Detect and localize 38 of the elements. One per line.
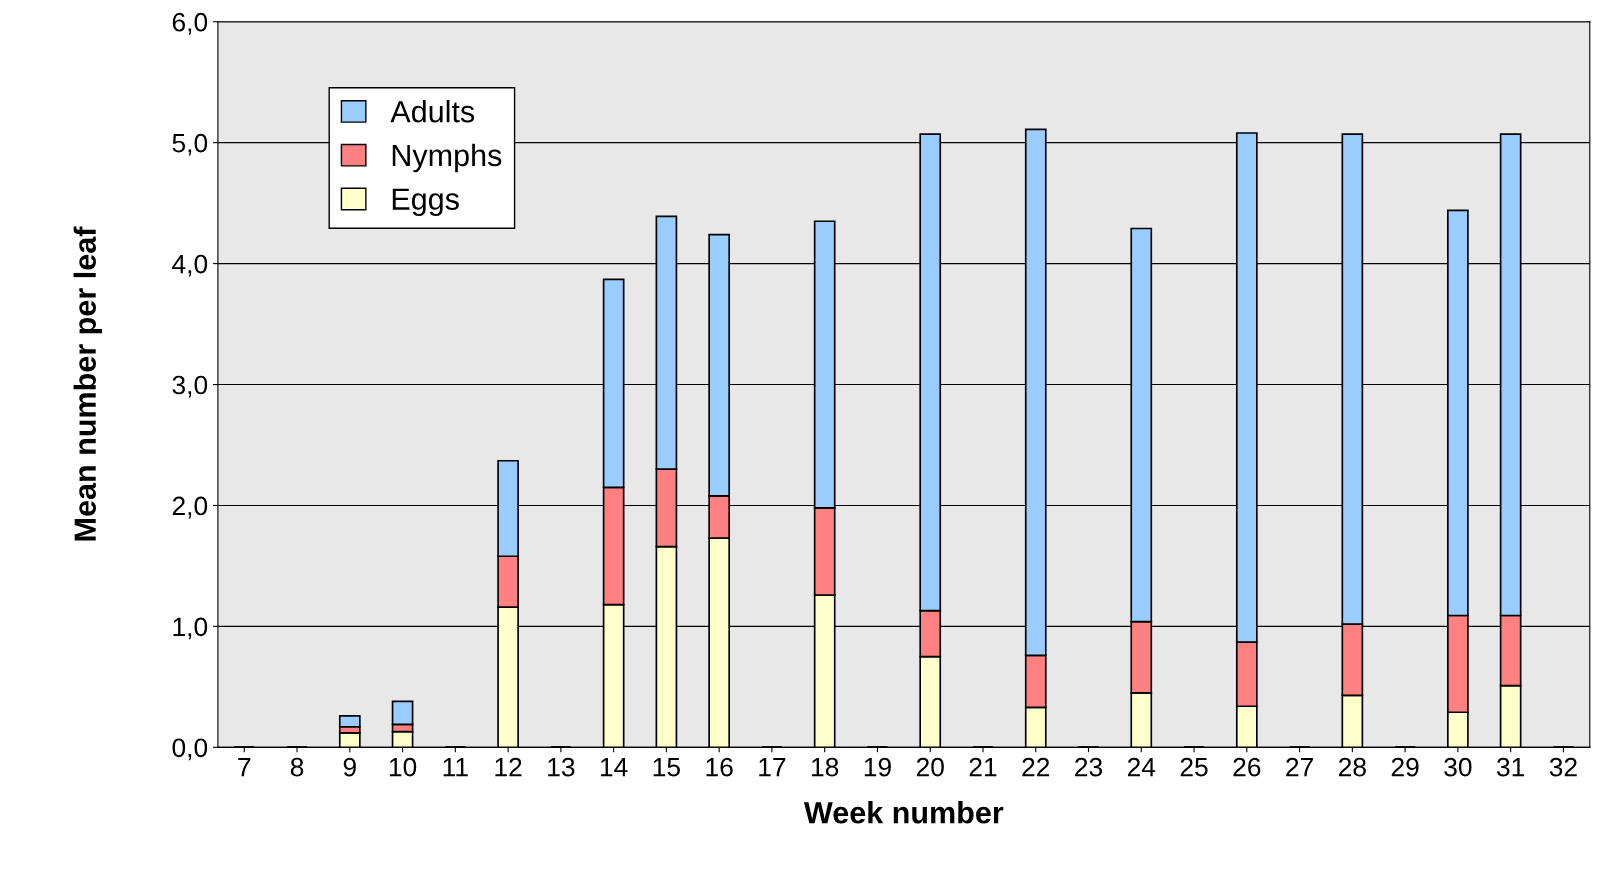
x-tick-label: 30	[1444, 757, 1472, 777]
y-tick-label: 6,0	[172, 12, 208, 35]
x-tick-label: 19	[864, 757, 891, 777]
x-tick-label: 21	[969, 757, 997, 777]
x-tick-label: 24	[1127, 757, 1156, 777]
x-tick-label: 18	[812, 757, 839, 777]
x-tick-label: 16	[706, 757, 733, 777]
x-tick-label: 22	[1022, 757, 1050, 777]
y-tick-label: 4,0	[172, 254, 208, 277]
x-axis-title: Week number	[803, 801, 1004, 824]
y-tick-label: 1,0	[173, 617, 208, 640]
x-tick-label: 13	[548, 757, 575, 777]
x-tick-label: 31	[1496, 757, 1525, 777]
x-tick-label: 25	[1180, 757, 1208, 777]
legend-label: Eggs	[392, 188, 459, 217]
legend-label: Adults	[390, 100, 475, 123]
x-tick-label: 8	[290, 757, 304, 777]
x-tick-label: 12	[495, 757, 522, 777]
x-tick-label: 9	[343, 757, 356, 777]
y-tick-label: 0,0	[172, 738, 208, 761]
x-tick-label: 10	[389, 757, 417, 777]
x-tick-label: 23	[1075, 757, 1103, 777]
legend-label: Nymphs	[392, 143, 502, 173]
x-tick-label: 20	[916, 757, 944, 777]
y-tick-label: 3,0	[172, 375, 208, 398]
x-tick-label: 26	[1233, 757, 1261, 777]
x-tick-label: 29	[1391, 757, 1419, 777]
x-tick-label: 17	[759, 758, 786, 777]
x-tick-label: 14	[600, 758, 628, 777]
x-tick-label: 15	[653, 758, 680, 777]
x-tick-label: 27	[1286, 757, 1313, 777]
x-tick-label: 11	[443, 758, 468, 777]
y-axis-title: Mean number per leaf	[73, 226, 103, 541]
x-tick-label: 28	[1339, 757, 1366, 777]
y-tick-label: 2,0	[172, 496, 208, 519]
y-tick-label: 5,0	[172, 133, 208, 156]
x-tick-label: 32	[1549, 757, 1577, 777]
x-tick-label: 7	[238, 758, 251, 777]
